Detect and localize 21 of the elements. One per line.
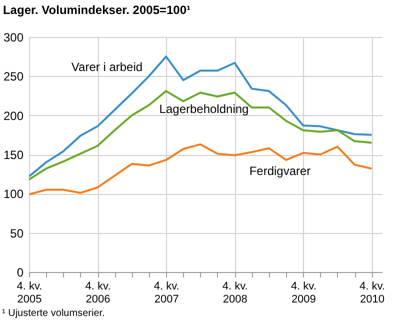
y-tick-label: 300: [3, 30, 24, 44]
x-tick-label: 4. kv. 2010: [359, 280, 385, 306]
series-label: Lagerbeholdning: [159, 102, 249, 116]
line-series: [29, 143, 373, 196]
y-tick-label: 200: [3, 108, 24, 123]
line-series: [29, 56, 373, 178]
series-label: Ferdigvarer: [249, 164, 311, 178]
x-tick-label: 4. kv. 2009: [290, 280, 316, 306]
x-tick-label: 4. kv. 2007: [154, 280, 180, 306]
y-tick-label: 0: [16, 266, 24, 280]
y-tick-label: 150: [3, 148, 24, 162]
chart-title: Lager. Volumindekser. 2005=100¹: [2, 3, 191, 17]
series-label: Varer i arbeid: [71, 60, 143, 74]
y-tick-label: 50: [10, 226, 24, 240]
line-series: [29, 90, 373, 181]
x-tick-label: 4. kv. 2006: [85, 280, 111, 306]
x-tick-label: 4. kv. 2005: [16, 280, 42, 306]
y-tick-label: 250: [3, 70, 24, 84]
text: ¹ Ujusterte volumserier.: [2, 308, 106, 319]
y-tick-label: 100: [3, 187, 24, 202]
x-tick-label: 4. kv. 2008: [222, 280, 248, 306]
